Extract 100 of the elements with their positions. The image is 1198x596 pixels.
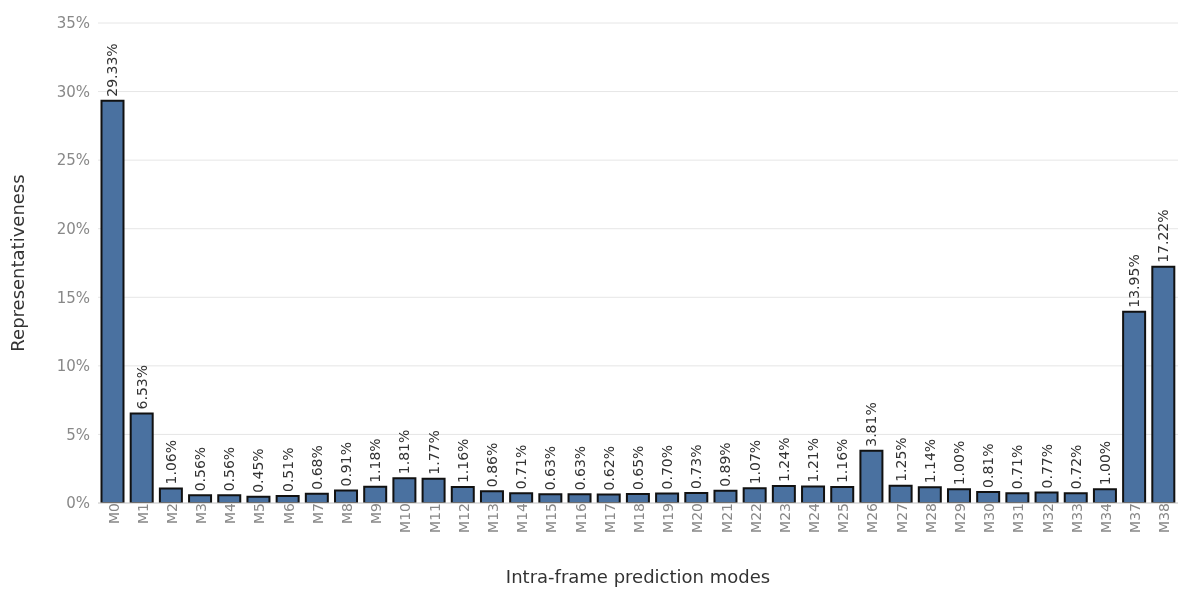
data-label: 1.14% xyxy=(921,438,938,484)
data-label: 0.71% xyxy=(1009,444,1026,490)
bar xyxy=(1034,491,1059,503)
y-tick-label: 5% xyxy=(66,425,90,444)
data-label: 1.77% xyxy=(425,430,442,475)
data-label: 0.68% xyxy=(308,445,325,490)
bar xyxy=(1122,310,1147,503)
bar xyxy=(567,493,592,503)
data-label: 0.63% xyxy=(571,445,588,491)
x-tick-label: M18 xyxy=(630,503,647,533)
x-tick-label: M26 xyxy=(864,502,881,533)
bar xyxy=(158,487,183,503)
x-tick-label: M30 xyxy=(981,503,998,533)
bar xyxy=(1005,492,1030,503)
x-tick-label: M9 xyxy=(368,503,385,524)
x-tick-label: M19 xyxy=(660,503,677,533)
bar xyxy=(450,486,475,503)
bar xyxy=(917,486,942,503)
y-tick-label: 10% xyxy=(56,357,90,376)
bar xyxy=(596,493,621,503)
bar xyxy=(976,490,1001,503)
x-tick-label: M21 xyxy=(718,503,735,533)
bar xyxy=(742,487,767,503)
bar xyxy=(421,477,446,503)
data-label: 1.06% xyxy=(162,439,179,485)
data-label: 0.72% xyxy=(1067,444,1084,490)
data-label: 0.77% xyxy=(1038,443,1055,489)
x-tick-label: M37 xyxy=(1127,503,1144,533)
y-axis-title: Representativeness xyxy=(7,174,29,352)
bar xyxy=(1151,265,1176,503)
data-label: 29.33% xyxy=(104,43,121,97)
bar xyxy=(100,99,125,503)
data-label: 13.95% xyxy=(1126,254,1143,308)
x-tick-label: M38 xyxy=(1156,503,1173,533)
x-tick-label: M14 xyxy=(514,502,531,533)
y-tick-label: 35% xyxy=(56,14,90,33)
bar xyxy=(801,485,826,503)
x-tick-label: M24 xyxy=(806,502,823,533)
x-tick-label: M12 xyxy=(455,503,472,533)
bar xyxy=(713,489,738,503)
x-tick-label: M0 xyxy=(105,503,122,524)
x-tick-label: M8 xyxy=(339,503,356,524)
data-label: 0.45% xyxy=(250,448,267,493)
x-tick-label: M4 xyxy=(222,502,239,524)
x-tick-label: M29 xyxy=(952,503,969,533)
x-tick-label: M6 xyxy=(280,502,297,524)
data-label: 0.71% xyxy=(513,444,530,490)
bar xyxy=(1092,488,1117,503)
bar xyxy=(655,492,680,503)
x-tick-label: M10 xyxy=(397,503,414,533)
data-label: 0.91% xyxy=(338,442,355,487)
bar xyxy=(1063,492,1088,503)
x-tick-label: M32 xyxy=(1039,503,1056,533)
data-label: 1.00% xyxy=(1096,440,1113,486)
x-tick-label: M25 xyxy=(835,503,852,533)
x-tick-label: M33 xyxy=(1068,503,1085,533)
x-tick-label: M2 xyxy=(163,503,180,524)
data-label: 0.65% xyxy=(629,445,646,491)
data-label: 0.86% xyxy=(483,442,500,488)
x-axis-title: Intra-frame prediction modes xyxy=(505,566,771,587)
data-label: 1.07% xyxy=(746,439,763,485)
data-label: 0.62% xyxy=(600,446,617,491)
bar xyxy=(188,494,213,503)
x-tick-label: M22 xyxy=(747,503,764,533)
data-label: 1.25% xyxy=(892,437,909,482)
data-label: 1.24% xyxy=(775,437,792,482)
y-tick-label: 0% xyxy=(66,494,90,513)
x-tick-label: M13 xyxy=(484,503,501,533)
data-label: 0.89% xyxy=(717,442,734,487)
x-tick-label: M5 xyxy=(251,503,268,524)
data-label: 6.53% xyxy=(133,364,150,410)
x-tick-label: M20 xyxy=(689,503,706,533)
y-tick-label: 20% xyxy=(56,220,90,239)
x-tick-label: M7 xyxy=(309,503,326,524)
bar xyxy=(684,491,709,503)
bar xyxy=(625,493,650,503)
x-tick-label: M1 xyxy=(134,503,151,524)
data-label: 1.81% xyxy=(396,429,413,475)
bar xyxy=(859,449,884,503)
bar xyxy=(946,488,971,503)
data-label: 0.56% xyxy=(192,446,209,492)
y-tick-label: 25% xyxy=(56,151,90,170)
bar xyxy=(538,493,563,503)
bar xyxy=(217,494,242,503)
data-label: 0.70% xyxy=(659,444,676,490)
bar xyxy=(129,412,154,503)
bar xyxy=(363,485,388,503)
x-tick-label: M28 xyxy=(922,503,939,533)
bar xyxy=(830,486,855,503)
data-label: 0.51% xyxy=(279,447,296,493)
x-tick-label: M23 xyxy=(776,503,793,533)
bar xyxy=(334,489,359,503)
bar xyxy=(392,477,417,503)
data-label: 0.63% xyxy=(542,445,559,491)
x-tick-label: M3 xyxy=(193,503,210,524)
data-label: 1.00% xyxy=(950,440,967,486)
x-tick-label: M11 xyxy=(426,503,443,533)
bar xyxy=(771,484,796,503)
data-label: 1.16% xyxy=(834,438,851,484)
bar xyxy=(888,484,913,503)
